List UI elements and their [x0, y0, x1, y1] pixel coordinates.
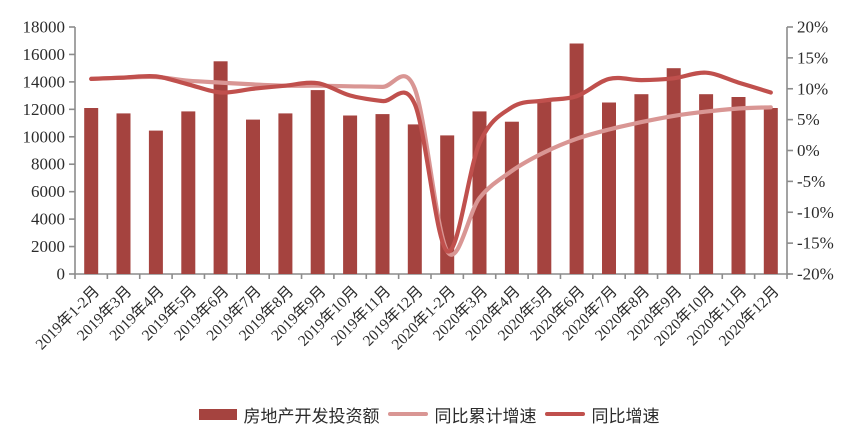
legend-item-yoy-growth: 同比增速: [544, 402, 660, 427]
investment-bar: [763, 108, 778, 274]
investment-bar-swatch: [198, 408, 237, 420]
legend-item-investment: 房地产开发投资额: [198, 402, 380, 427]
legend-item-cumulative-growth: 同比累计增速: [387, 402, 537, 427]
left-axis-tick-label: 12000: [23, 100, 66, 119]
left-axis-tick-label: 16000: [23, 45, 66, 64]
investment-bar: [84, 108, 99, 274]
left-axis-tick-label: 2000: [31, 237, 65, 256]
investment-bar: [278, 113, 293, 275]
left-axis-tick-label: 4000: [31, 210, 65, 229]
investment-bar: [537, 99, 552, 274]
right-axis-tick-label: 5%: [797, 110, 820, 129]
right-axis-tick-label: 0%: [797, 141, 820, 160]
investment-bar: [246, 119, 260, 274]
investment-bar: [116, 113, 131, 275]
right-axis-tick-label: 15%: [797, 48, 828, 67]
investment-bar: [181, 111, 196, 275]
right-axis-tick-label: 10%: [797, 79, 828, 98]
cumulative-growth-line-swatch: [387, 412, 428, 416]
investment-bar: [407, 124, 422, 275]
left-axis-tick-label: 8000: [31, 155, 65, 174]
legend-label-yoy-growth: 同比增速: [591, 406, 660, 426]
legend-label-investment: 房地产开发投资额: [243, 406, 380, 426]
investment-bar: [504, 121, 519, 274]
right-axis-tick-label: -10%: [797, 203, 834, 222]
investment-bar: [699, 94, 714, 274]
investment-bar: [731, 97, 746, 274]
chart-plot-area: 0 2000 4000 6000 8000 10000 12000 14000 16000 180…: [23, 18, 834, 354]
right-axis-tick-label: -20%: [797, 265, 834, 284]
investment-bar: [213, 61, 228, 274]
left-axis-tick-label: 18000: [23, 18, 66, 37]
investment-bar: [375, 114, 390, 274]
investment-bar: [310, 90, 325, 274]
investment-bar: [666, 68, 681, 274]
investment-bar: [569, 43, 584, 274]
left-axis-tick-label: 0: [57, 265, 66, 284]
right-axis-tick-label: -15%: [797, 234, 834, 253]
investment-bar: [602, 102, 616, 274]
yoy-growth-line-swatch: [544, 412, 585, 416]
left-axis-tick-label: 6000: [31, 182, 65, 201]
legend: 房地产开发投资额 同比累计增速 同比增速: [0, 401, 858, 427]
yoy-growth-line: [89, 70, 773, 254]
legend-label-cumulative-growth: 同比累计增速: [434, 406, 537, 426]
investment-bar: [634, 94, 649, 274]
investment-bar: [148, 130, 163, 274]
investment-bar: [343, 115, 358, 274]
left-axis-tick-label: 10000: [23, 127, 66, 146]
left-axis-tick-label: 14000: [23, 72, 66, 91]
right-axis-tick-label: -5%: [797, 172, 825, 191]
right-axis-tick-label: 20%: [797, 18, 828, 37]
